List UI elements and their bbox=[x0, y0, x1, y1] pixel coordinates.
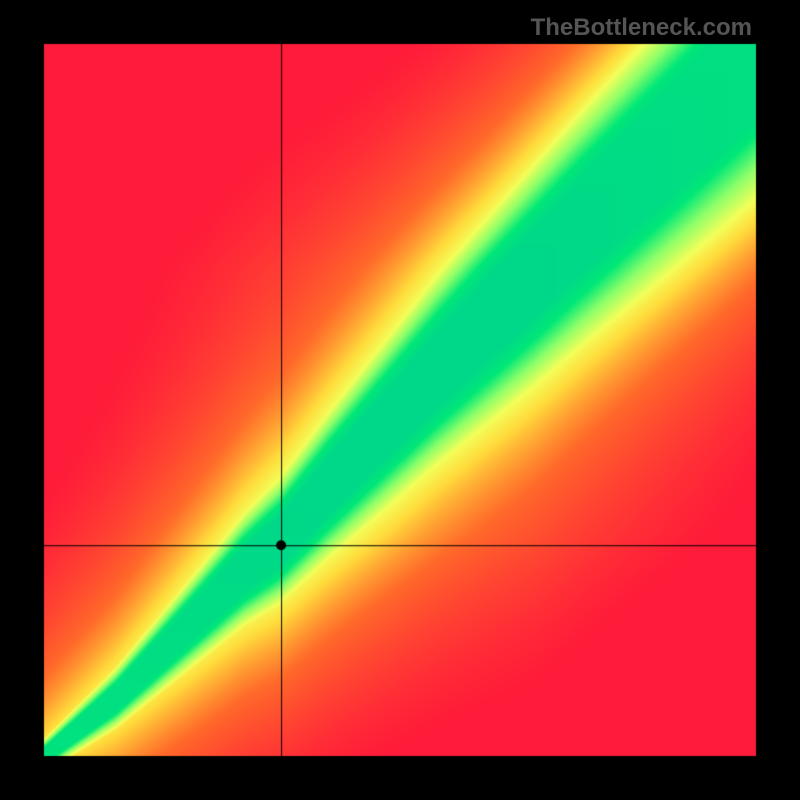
heatmap-canvas bbox=[0, 0, 800, 800]
bottleneck-heatmap: TheBottleneck.com bbox=[0, 0, 800, 800]
watermark-text: TheBottleneck.com bbox=[531, 14, 752, 42]
